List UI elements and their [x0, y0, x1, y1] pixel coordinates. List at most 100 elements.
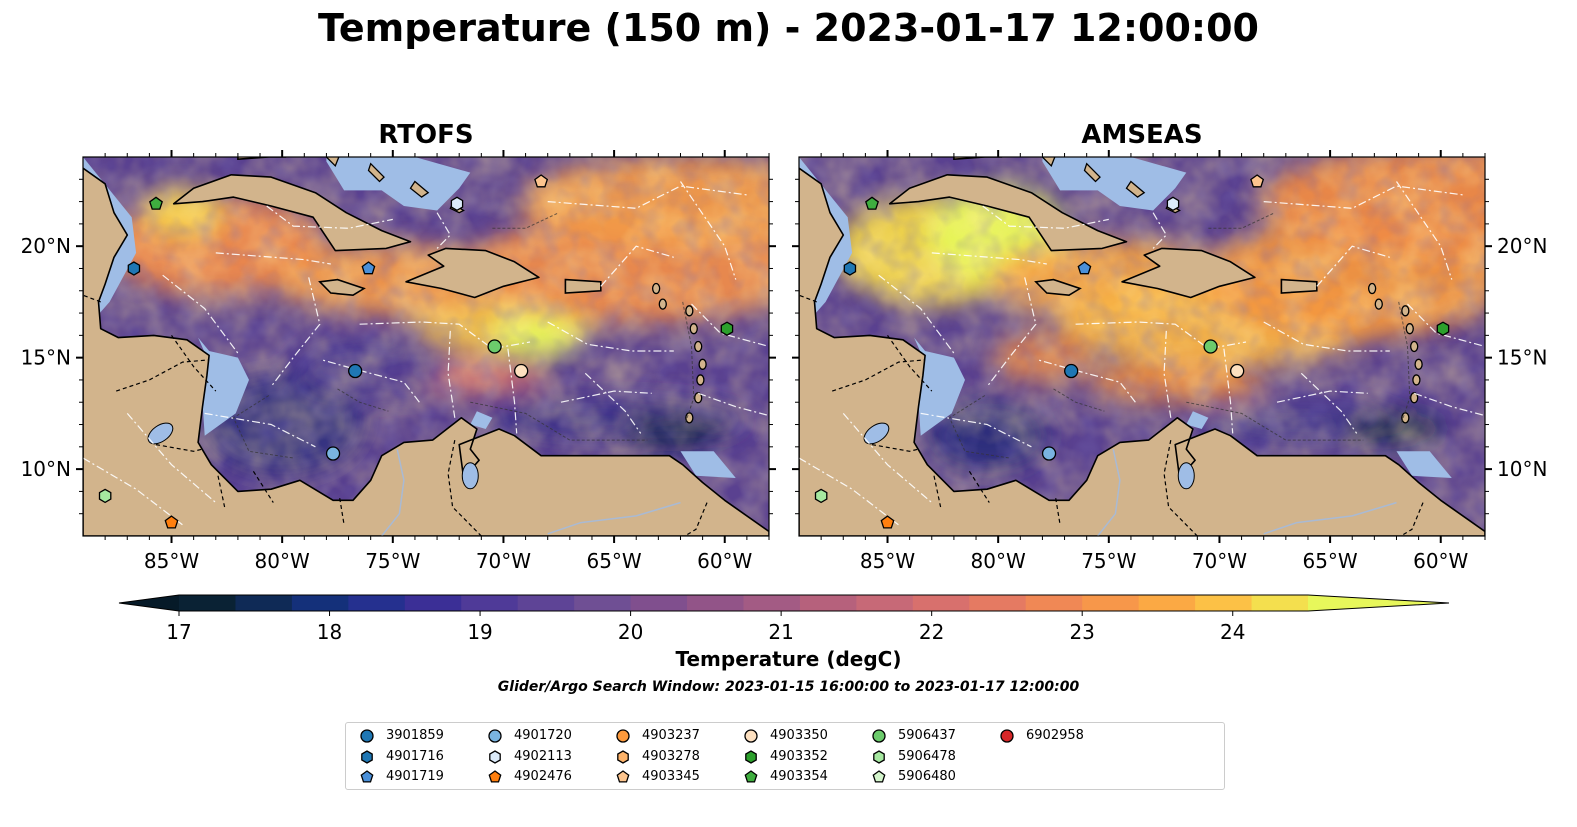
eez-boundary — [842, 413, 933, 504]
eez-boundary — [266, 205, 393, 229]
float-marker-5906437 — [487, 339, 502, 354]
eez-boundary — [547, 321, 674, 352]
country-border — [799, 294, 817, 303]
lat-tick-label: 15°N — [21, 346, 71, 370]
shelf-area — [914, 337, 965, 436]
lon-tick-label: 85°W — [860, 549, 915, 573]
legend-label: 4901720 — [514, 728, 572, 743]
country-border — [968, 470, 990, 503]
lake-nicaragua — [863, 422, 890, 445]
land-lesser-antilles — [685, 412, 694, 424]
river — [547, 501, 681, 535]
land-lesser-antilles — [689, 323, 698, 335]
legend-label: 5906437 — [898, 728, 956, 743]
map-amseas — [799, 157, 1485, 536]
land-bahamas — [1041, 157, 1056, 168]
land-lesser-antilles — [1410, 392, 1419, 404]
colorbar-segment — [461, 595, 519, 611]
land-lesser-antilles — [1401, 305, 1410, 317]
bathymetry-contour — [470, 401, 648, 441]
colorbar-segment — [574, 595, 632, 611]
eez-boundary — [1396, 181, 1453, 280]
land-lesser-antilles — [1412, 374, 1421, 386]
land-lesser-antilles — [694, 340, 703, 353]
eez-boundary — [83, 457, 183, 526]
bathymetry-contour — [337, 388, 389, 412]
lake-nicaragua — [147, 422, 174, 445]
land-hispaniola — [405, 247, 540, 299]
land-lesser-antilles — [1405, 323, 1414, 335]
land-lesser-antilles — [1410, 340, 1419, 353]
land-lesser-antilles — [1374, 298, 1383, 310]
colorbar-segment — [179, 595, 236, 611]
map-frame — [82, 156, 770, 537]
panel-title-rtofs: RTOFS — [378, 120, 474, 150]
hexagon-marker-icon — [873, 749, 885, 764]
legend-label: 4903352 — [770, 748, 828, 764]
land-lesser-antilles — [1414, 358, 1423, 370]
legend-label: 5906478 — [898, 748, 956, 764]
lon-tick-label: 60°W — [697, 549, 752, 573]
lat-tick-label: 15°N — [1497, 346, 1547, 370]
land-bahamas — [367, 162, 385, 183]
legend-label: 4901716 — [386, 748, 444, 764]
float-marker-4903354 — [865, 196, 879, 210]
float-legend: 3901859 4901716 4901719 4901720 4902113 49024… — [345, 722, 1225, 790]
legend-label: 4902113 — [514, 748, 572, 764]
float-marker-3901859 — [348, 363, 363, 379]
eez-boundary — [1075, 321, 1247, 350]
river — [381, 448, 405, 536]
lon-tick-label: 70°W — [476, 549, 531, 573]
bathymetry-contour — [1208, 212, 1276, 229]
shelf-area — [470, 411, 493, 429]
eez-boundary — [321, 359, 420, 403]
lat-tick-label: 10°N — [21, 457, 71, 481]
land-jamaica — [1034, 278, 1082, 297]
float-marker-5906437 — [1203, 339, 1218, 354]
colorbar-segment — [1251, 595, 1309, 611]
eez-boundary — [1276, 390, 1368, 403]
lon-tick-label: 85°W — [144, 549, 199, 573]
lat-tick-label: 10°N — [1497, 457, 1547, 481]
eez-boundary — [584, 372, 642, 434]
circle-marker-icon — [360, 729, 374, 743]
land-bahamas — [325, 157, 340, 168]
eez-boundary — [1223, 348, 1234, 434]
country-border — [887, 335, 933, 392]
eez-boundary — [1316, 245, 1390, 287]
country-border — [217, 475, 226, 508]
lake-maracaibo — [461, 462, 479, 490]
colorbar-segment — [856, 595, 914, 611]
land-hispaniola — [1121, 247, 1256, 299]
colorbar-tick-label: 20 — [617, 620, 644, 644]
country-border — [83, 294, 101, 303]
colorbar-tick-label: 22 — [918, 620, 945, 644]
land-lesser-antilles — [651, 282, 661, 295]
legend-label: 6902958 — [1026, 728, 1084, 743]
eez-boundary — [359, 321, 531, 350]
eez-boundary — [436, 212, 452, 249]
land-puerto-rico — [1280, 278, 1318, 294]
land-jamaica — [318, 278, 366, 297]
lake-maracaibo — [1177, 462, 1195, 490]
float-marker-4902476 — [164, 515, 179, 529]
colorbar-segment — [1195, 595, 1253, 611]
country-border — [339, 498, 345, 525]
eez-boundary — [162, 274, 239, 354]
map-rtofs — [83, 157, 769, 536]
legend-label: 4903237 — [642, 728, 700, 743]
hexagon-marker-icon — [617, 749, 629, 764]
legend-label: 4902476 — [514, 769, 572, 784]
land-lesser-antilles — [685, 305, 694, 317]
land-bahamas — [1083, 162, 1101, 183]
legend-label: 3901859 — [386, 728, 444, 743]
float-marker-4902113 — [450, 196, 464, 212]
eez-boundary — [920, 412, 1032, 448]
circle-marker-icon — [616, 729, 630, 743]
pentagon-marker-icon — [616, 770, 630, 783]
land-lesser-antilles — [698, 358, 707, 370]
country-border — [933, 475, 942, 508]
eez-boundary — [1152, 212, 1168, 249]
float-marker-4903354 — [149, 196, 163, 210]
